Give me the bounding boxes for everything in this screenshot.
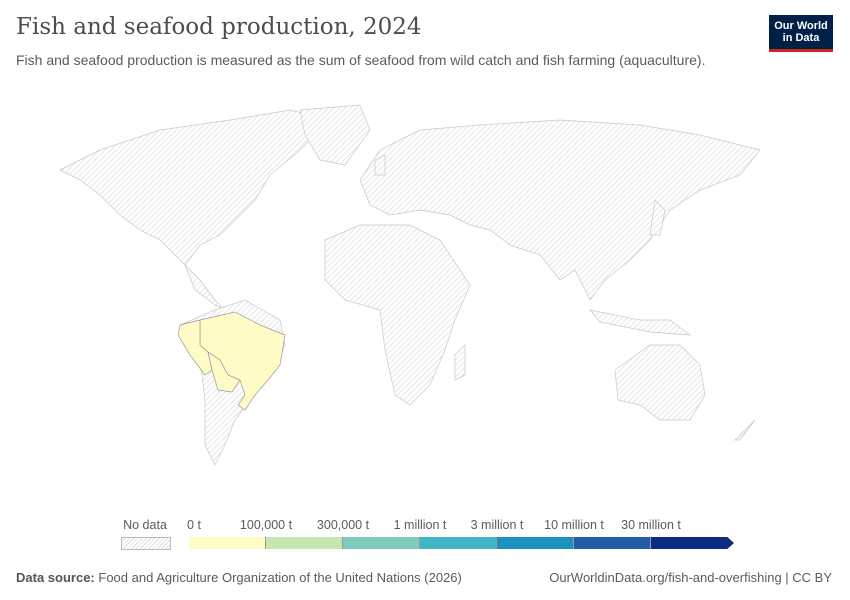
legend-tick-label: 30 million t [621,518,681,532]
legend-tick-label: 100,000 t [239,518,293,532]
madagascar[interactable] [454,344,466,381]
source-label: Data source: [16,570,95,585]
legend-bin[interactable] [574,537,651,549]
footer-url[interactable]: OurWorldinData.org/fish-and-overfishing … [549,570,832,585]
indonesia[interactable] [589,309,692,336]
legend-bin[interactable] [420,537,497,549]
legend-bin[interactable] [343,537,420,549]
page-subtitle: Fish and seafood production is measured … [16,52,706,68]
legend-bin[interactable] [497,537,574,549]
legend-no-data-label: No data [123,518,167,532]
africa[interactable] [324,224,471,406]
legend-tick-label: 0 t [187,518,201,532]
country-bolivia[interactable] [207,351,241,393]
legend-tick-label: 10 million t [544,518,604,532]
legend-bin[interactable] [189,537,266,549]
legend-tick-label: 300,000 t [316,518,370,532]
australia[interactable] [614,344,706,421]
logo-line-1: Our World [774,20,828,32]
world-map [59,104,761,466]
owid-logo[interactable]: Our World in Data [769,15,833,52]
logo-line-2: in Data [782,32,820,44]
eurasia[interactable] [359,119,761,301]
north-america[interactable] [59,109,331,266]
page-title: Fish and seafood production, 2024 [16,14,422,40]
uk[interactable] [374,154,386,176]
new-zealand[interactable] [734,419,756,441]
central-america[interactable] [184,264,226,311]
legend-bin[interactable] [266,537,343,549]
japan[interactable] [649,199,666,236]
legend-no-data-swatch [121,537,171,550]
data-source: Data source: Food and Agriculture Organi… [16,570,462,585]
legend-tick-label: 1 million t [393,518,447,532]
greenland[interactable] [299,104,371,166]
source-text[interactable]: Food and Agriculture Organization of the… [98,570,462,585]
legend-tick-label: 3 million t [470,518,524,532]
legend-bin[interactable] [651,537,734,549]
